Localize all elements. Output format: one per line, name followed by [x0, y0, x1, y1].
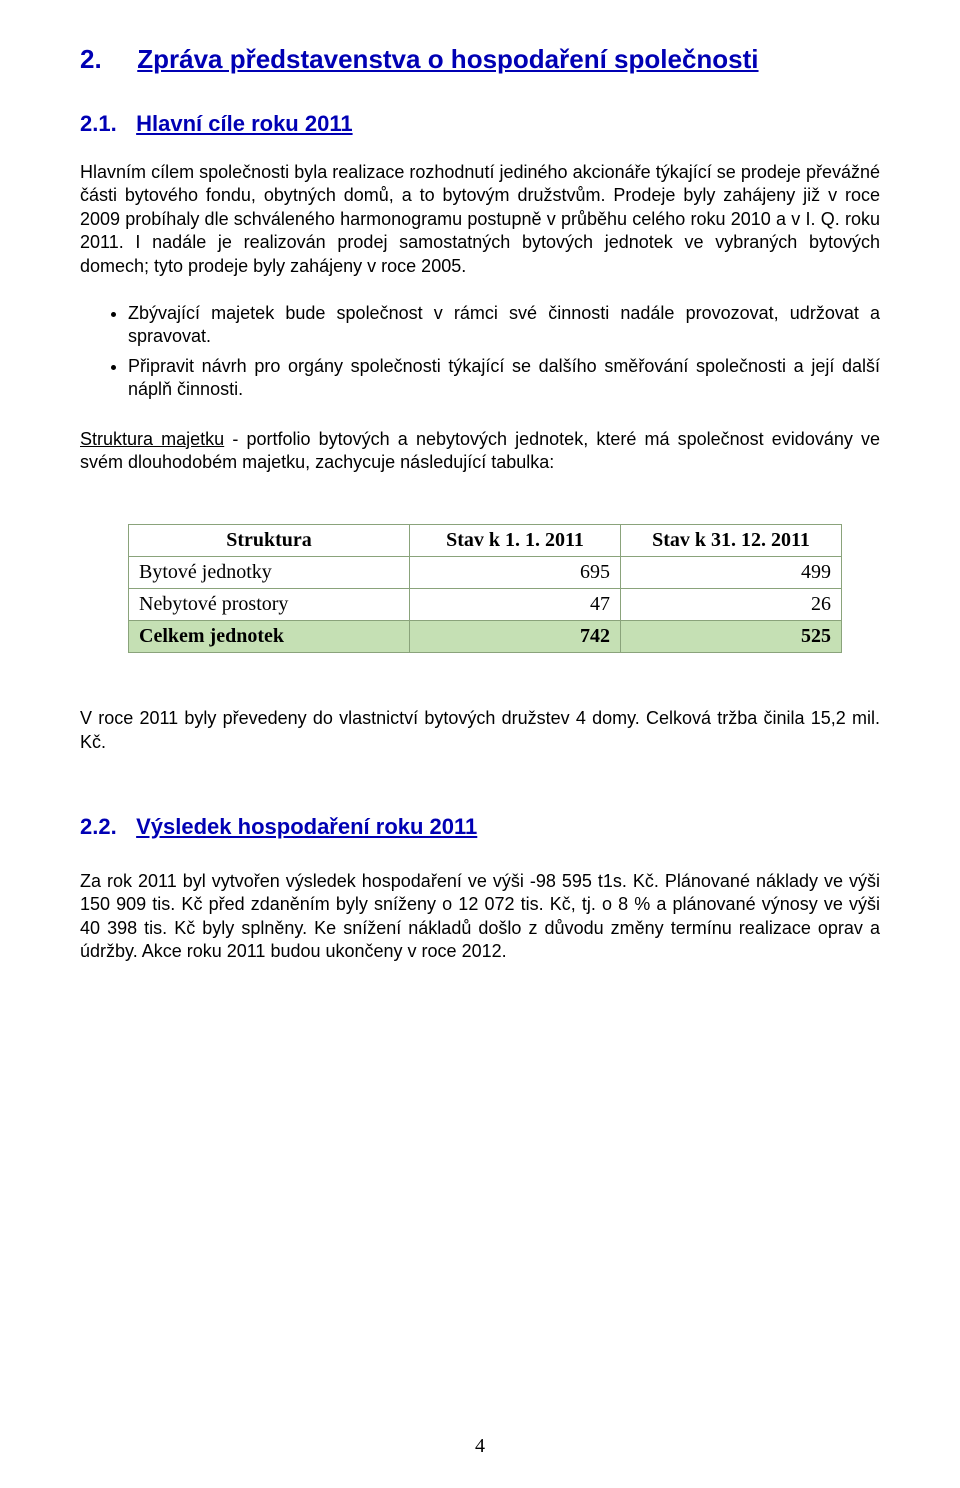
document-page: 2. Zpráva představenstva o hospodaření s… — [0, 0, 960, 1488]
section-2-title: Zpráva představenstva o hospodaření spol… — [137, 44, 758, 74]
structure-table: Struktura Stav k 1. 1. 2011 Stav k 31. 1… — [128, 524, 842, 653]
section-2-1-bullet-list: Zbývající majetek bude společnost v rámc… — [80, 302, 880, 402]
table-cell-value: 499 — [621, 557, 842, 589]
section-2-2-heading: 2.2. Výsledek hospodaření roku 2011 — [80, 814, 880, 840]
table-row-total: Celkem jednotek 742 525 — [129, 621, 842, 653]
table-header: Stav k 1. 1. 2011 — [410, 525, 621, 557]
table-cell-label: Celkem jednotek — [129, 621, 410, 653]
structure-intro-paragraph: Struktura majetku - portfolio bytových a… — [80, 428, 880, 475]
table-cell-value: 695 — [410, 557, 621, 589]
list-item: Zbývající majetek bude společnost v rámc… — [128, 302, 880, 349]
table-cell-value: 742 — [410, 621, 621, 653]
table-row: Bytové jednotky 695 499 — [129, 557, 842, 589]
structure-table-wrap: Struktura Stav k 1. 1. 2011 Stav k 31. 1… — [128, 524, 880, 653]
section-2-1-title: Hlavní cíle roku 2011 — [136, 111, 352, 136]
table-cell-label: Bytové jednotky — [129, 557, 410, 589]
table-cell-label: Nebytové prostory — [129, 589, 410, 621]
section-2-2-title: Výsledek hospodaření roku 2011 — [136, 814, 477, 839]
after-table-paragraph: V roce 2011 byly převedeny do vlastnictv… — [80, 707, 880, 754]
table-cell-value: 525 — [621, 621, 842, 653]
list-item: Připravit návrh pro orgány společnosti t… — [128, 355, 880, 402]
page-number: 4 — [80, 1435, 880, 1458]
section-2-1-paragraph: Hlavním cílem společnosti byla realizace… — [80, 161, 880, 278]
section-2-2-number: 2.2. — [80, 814, 130, 840]
table-header: Stav k 31. 12. 2011 — [621, 525, 842, 557]
section-2-2-paragraph: Za rok 2011 byl vytvořen výsledek hospod… — [80, 870, 880, 964]
table-header: Struktura — [129, 525, 410, 557]
section-2-1-heading: 2.1. Hlavní cíle roku 2011 — [80, 111, 880, 137]
section-2-1-number: 2.1. — [80, 111, 130, 137]
table-cell-value: 47 — [410, 589, 621, 621]
section-2-number: 2. — [80, 44, 130, 75]
table-header-row: Struktura Stav k 1. 1. 2011 Stav k 31. 1… — [129, 525, 842, 557]
table-row: Nebytové prostory 47 26 — [129, 589, 842, 621]
section-2-heading: 2. Zpráva představenstva o hospodaření s… — [80, 44, 880, 75]
structure-lead-underline: Struktura majetku — [80, 429, 224, 449]
table-cell-value: 26 — [621, 589, 842, 621]
